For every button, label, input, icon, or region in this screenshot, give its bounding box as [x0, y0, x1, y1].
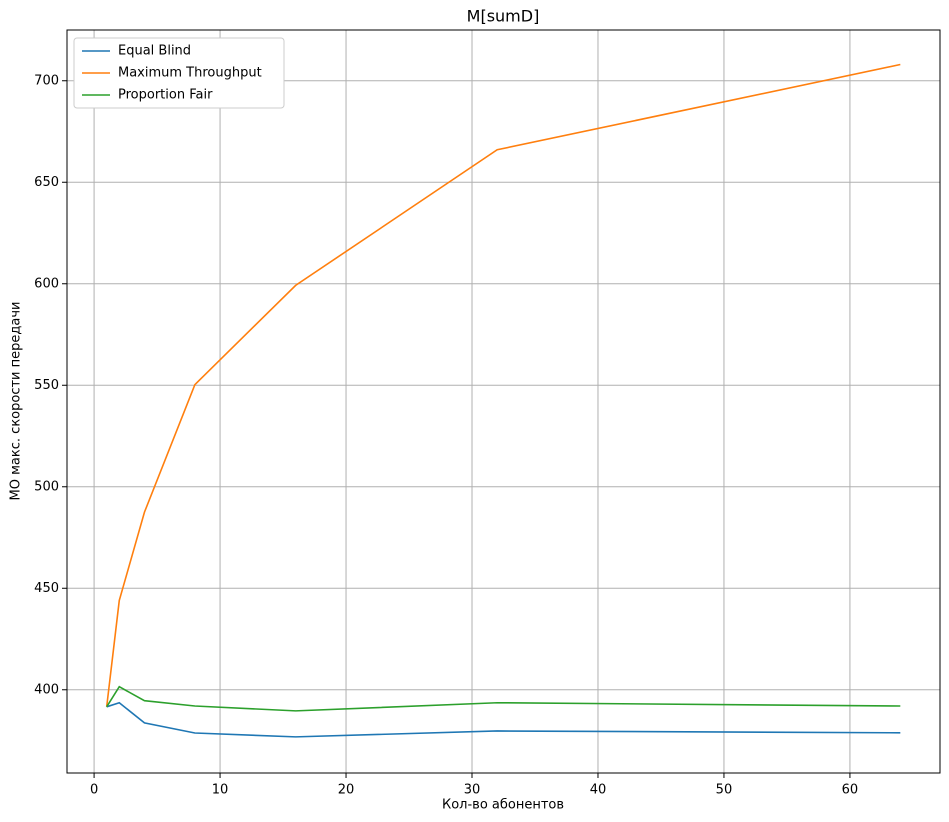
y-tick-label: 700 [34, 73, 59, 88]
y-axis-label: МО макс. скорости передачи [9, 302, 24, 501]
legend-box [73, 37, 285, 109]
x-tick-label: 30 [464, 783, 481, 798]
x-tick-label: 40 [590, 783, 607, 798]
y-tick-label: 450 [34, 581, 59, 596]
series-line [106, 685, 901, 712]
plot-frame [66, 29, 941, 774]
legend-label: Proportion Fair [118, 88, 213, 103]
legend-label: Equal Blind [118, 44, 191, 59]
x-tick-label: 60 [842, 783, 859, 798]
y-tick-label: 400 [34, 682, 59, 697]
x-tick-label: 10 [212, 783, 229, 798]
y-tick-label: 500 [34, 479, 59, 494]
series-line [105, 63, 901, 707]
x-axis-label: Кол-во абонентов [442, 798, 564, 813]
legend-label: Maximum Throughput [118, 66, 262, 81]
y-tick-label: 650 [34, 175, 59, 190]
x-tick-label: 20 [338, 783, 355, 798]
x-tick-label: 50 [716, 783, 733, 798]
y-tick-label: 550 [34, 378, 59, 393]
y-tick-label: 600 [34, 276, 59, 291]
series-line [106, 701, 901, 738]
chart-title: M[sumD] [467, 7, 540, 26]
x-tick-label: 0 [90, 783, 98, 798]
legend: Equal Blind Maximum Throughput Proportion … [73, 37, 285, 109]
